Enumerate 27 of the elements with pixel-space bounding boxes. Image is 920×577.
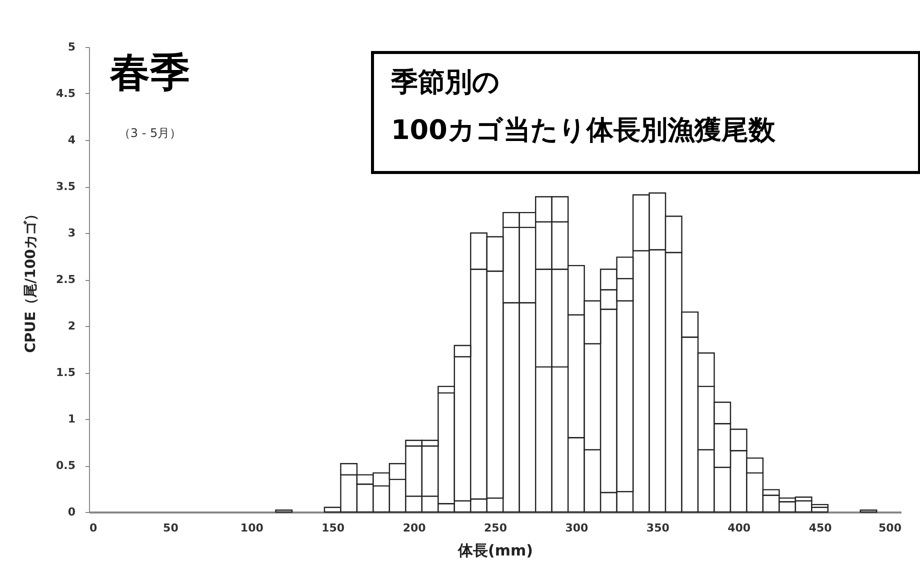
annotation: （3 - 5月） (118, 126, 182, 140)
x-tick-label: 400 (728, 522, 751, 534)
y-tick-label: 3 (68, 226, 76, 240)
x-tick-label: 200 (402, 522, 426, 534)
x-tick-label: 500 (878, 522, 902, 534)
x-tick-label: 350 (646, 522, 670, 534)
y-tick-label: 0 (68, 506, 76, 518)
y-tick-label: 3.5 (56, 180, 76, 193)
chart-subtitle: 春季 (109, 50, 190, 96)
x-tick-label: 150 (322, 522, 345, 534)
y-tick-label: 2 (68, 320, 76, 332)
x-tick-label: 250 (484, 522, 508, 534)
y-tick-label: 2.5 (56, 273, 76, 286)
x-axis-title: 体長(mm) (457, 542, 533, 560)
y-axis-title: CPUE（尾/100カゴ） (23, 207, 40, 353)
y-tick-label: 0.5 (56, 459, 76, 472)
x-tick-label: 100 (240, 522, 264, 534)
y-tick-label: 5 (68, 40, 76, 54)
x-tick-label: 0 (90, 522, 98, 534)
y-tick-label: 4.5 (56, 87, 76, 100)
x-tick-label: 50 (163, 522, 179, 534)
y-tick-label: 1.5 (56, 366, 76, 379)
x-tick-label: 450 (808, 522, 832, 534)
x-tick-label: 300 (565, 522, 589, 534)
y-tick-label: 1 (68, 412, 76, 426)
y-tick-label: 4 (68, 134, 76, 146)
text: 季節別の 100カゴ当たり体長別漁獲尾数 (390, 67, 776, 146)
